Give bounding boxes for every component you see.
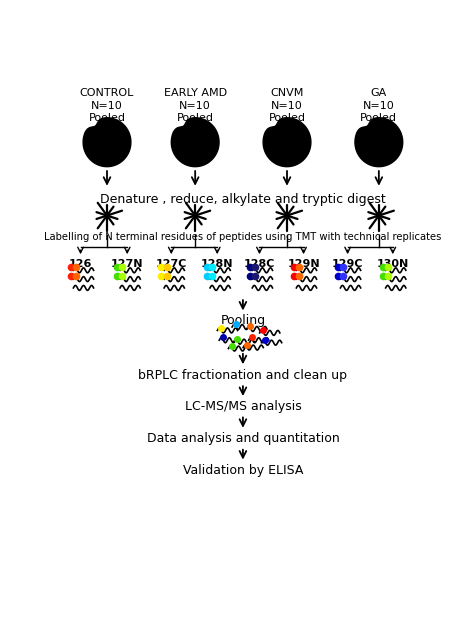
Text: 130N: 130N — [377, 258, 409, 269]
Text: GA
N=10
Pooled: GA N=10 Pooled — [360, 88, 397, 123]
Text: 129C: 129C — [332, 258, 364, 269]
Text: 128N: 128N — [201, 258, 234, 269]
Text: CONTROL
N=10
Pooled: CONTROL N=10 Pooled — [80, 88, 134, 123]
Text: Denature , reduce, alkylate and tryptic digest: Denature , reduce, alkylate and tryptic … — [100, 192, 386, 206]
Text: EARLY AMD
N=10
Pooled: EARLY AMD N=10 Pooled — [164, 88, 227, 123]
Text: 129N: 129N — [287, 258, 320, 269]
Text: Labelling of N terminal residues of peptides using TMT with technical replicates: Labelling of N terminal residues of pept… — [44, 232, 442, 242]
Polygon shape — [83, 117, 131, 166]
Text: 127N: 127N — [111, 258, 144, 269]
Text: bRPLC fractionation and clean up: bRPLC fractionation and clean up — [138, 368, 347, 382]
Text: 127C: 127C — [155, 258, 187, 269]
Text: LC-MS/MS analysis: LC-MS/MS analysis — [184, 401, 301, 413]
Polygon shape — [355, 117, 403, 166]
Polygon shape — [263, 117, 311, 166]
Text: CNVM
N=10
Pooled: CNVM N=10 Pooled — [268, 88, 306, 123]
Text: 128C: 128C — [244, 258, 275, 269]
Polygon shape — [171, 117, 219, 166]
Text: Validation by ELISA: Validation by ELISA — [183, 464, 303, 477]
Text: Data analysis and quantitation: Data analysis and quantitation — [146, 432, 339, 445]
Text: Pooling: Pooling — [220, 314, 265, 327]
Text: 126: 126 — [69, 258, 92, 269]
